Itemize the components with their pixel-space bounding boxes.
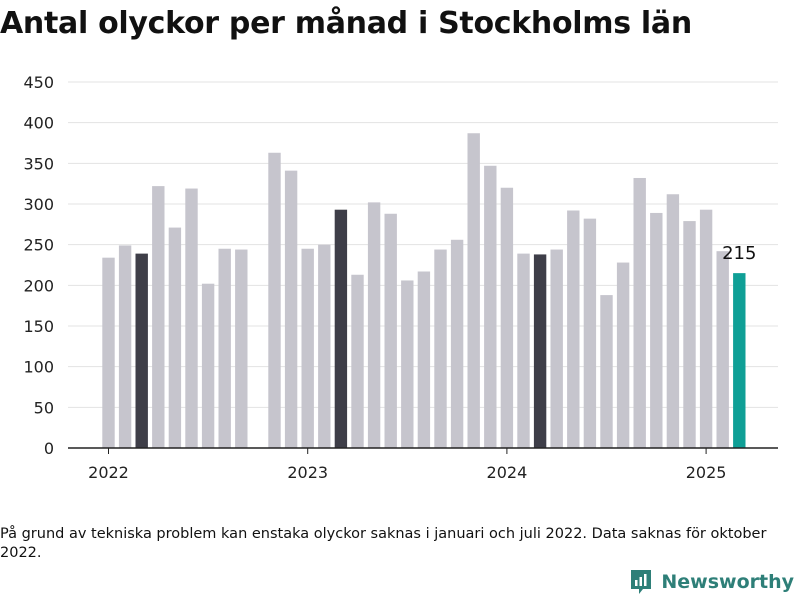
y-tick-label: 200	[23, 276, 54, 295]
bar	[168, 227, 182, 448]
bar	[616, 262, 630, 448]
newsworthy-logo-icon	[631, 570, 652, 594]
bar	[450, 239, 464, 448]
bar	[733, 273, 746, 448]
bar	[666, 194, 680, 448]
x-tick-label: 2025	[686, 463, 727, 482]
y-tick-label: 300	[23, 195, 54, 214]
bar	[716, 251, 729, 448]
y-tick-label: 150	[23, 317, 54, 336]
y-tick-label: 250	[23, 236, 54, 255]
bar	[699, 209, 713, 448]
footnote: På grund av tekniska problem kan enstaka…	[0, 526, 767, 561]
bar	[633, 177, 646, 448]
x-tick-labels: 2022 2023 2024 2025	[88, 448, 726, 482]
bar	[434, 249, 447, 448]
y-tick-label: 100	[23, 358, 54, 377]
x-tick-label: 2022	[88, 463, 129, 482]
bar	[268, 152, 281, 448]
bar	[135, 253, 148, 448]
bar	[384, 213, 397, 448]
bar	[517, 253, 530, 448]
brand-logo: Newsworthy	[629, 568, 794, 596]
bar	[583, 218, 597, 448]
bar	[102, 257, 115, 448]
brand-name: Newsworthy	[661, 571, 794, 593]
bar	[484, 165, 497, 449]
bar	[318, 244, 331, 448]
bar	[284, 170, 298, 449]
y-tick-label: 50	[34, 398, 54, 417]
bar	[367, 202, 381, 448]
bar	[235, 249, 248, 448]
bar	[351, 274, 364, 448]
bar	[152, 186, 165, 448]
x-tick-label: 2024	[487, 463, 528, 482]
bar	[650, 212, 663, 448]
bar	[550, 249, 563, 448]
bar	[218, 248, 231, 448]
bar	[118, 245, 132, 448]
bar	[600, 295, 613, 448]
bar	[533, 254, 547, 448]
latest-value-label: 215	[722, 243, 756, 264]
bar	[417, 271, 431, 448]
bar-chart: 0 50 100 150 200 250 300 350 400 450 2022 2023 2024…	[23, 73, 778, 482]
bar	[185, 188, 198, 448]
chart-title: Antal olyckor per månad i Stockholms län	[0, 6, 692, 41]
bar	[334, 209, 348, 448]
y-tick-label: 450	[23, 73, 54, 92]
bar	[500, 187, 514, 448]
y-tick-label: 350	[23, 154, 54, 173]
x-tick-label: 2023	[287, 463, 328, 482]
annotations: 215	[722, 243, 756, 264]
bar	[467, 133, 480, 448]
y-tick-label: 400	[23, 114, 54, 133]
y-tick-label: 0	[44, 439, 54, 458]
bar	[401, 280, 414, 448]
bar	[567, 210, 580, 448]
bar	[201, 283, 215, 448]
bar	[301, 248, 314, 448]
y-tick-labels: 0 50 100 150 200 250 300 350 400 450	[23, 73, 54, 458]
bars	[102, 133, 746, 449]
bar	[683, 221, 696, 448]
